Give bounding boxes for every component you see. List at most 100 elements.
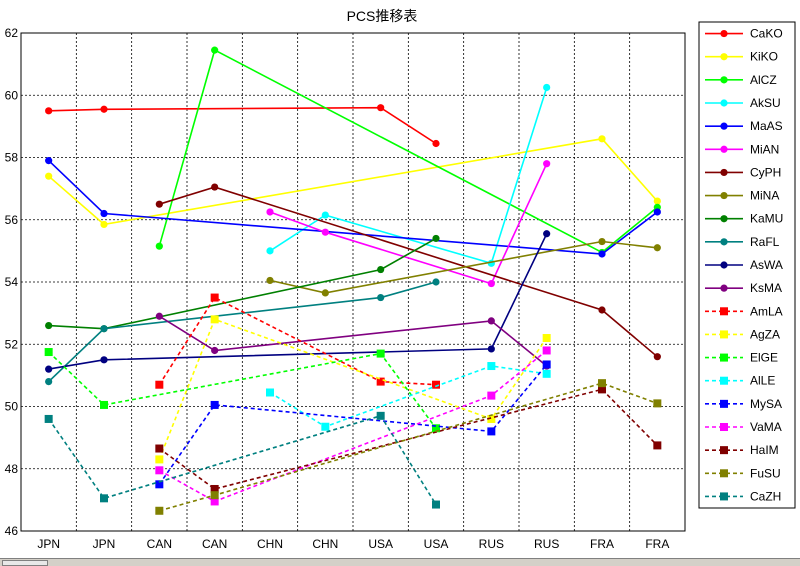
legend-item-RaFL: RaFL <box>705 235 780 249</box>
legend-item-CyPH: CyPH <box>705 165 781 179</box>
data-point <box>432 424 440 433</box>
data-point <box>266 247 274 255</box>
x-tick-label: RUS <box>479 537 504 551</box>
data-point <box>543 83 551 92</box>
legend-marker <box>720 168 728 177</box>
data-point <box>653 441 662 450</box>
data-point <box>155 242 163 250</box>
legend-item-AlCZ: AlCZ <box>705 73 777 87</box>
data-point <box>45 321 53 330</box>
data-point <box>653 208 661 216</box>
legend-marker <box>720 261 728 269</box>
data-point <box>487 427 496 436</box>
legend: CaKO KiKO AlCZ AkSU MaAS MiAN CyPH MiNA KaMU RaFL… <box>705 27 783 503</box>
data-point <box>210 497 219 506</box>
series-CyPH <box>155 183 661 361</box>
data-point <box>487 317 495 325</box>
series-line <box>48 106 437 145</box>
legend-label: AsWA <box>750 258 783 272</box>
data-point <box>155 480 164 489</box>
data-point <box>210 484 219 493</box>
legend-item-AmLA: AmLA <box>705 304 783 318</box>
plot-frame <box>20 32 686 532</box>
data-point <box>598 385 606 394</box>
legend-item-AgZA: AgZA <box>705 327 780 341</box>
data-point <box>487 345 495 353</box>
data-point <box>432 380 440 389</box>
legend-label: CaZH <box>750 489 781 503</box>
x-tick-label: JPN <box>37 537 60 551</box>
data-point <box>155 466 164 475</box>
data-point <box>155 312 163 320</box>
x-tick-label: CHN <box>257 537 283 551</box>
x-tick-label: CAN <box>202 537 227 551</box>
series-line <box>158 296 437 386</box>
data-point <box>487 362 496 371</box>
legend-label: CyPH <box>750 165 781 179</box>
x-tick-label: FRA <box>590 537 614 551</box>
data-point <box>100 105 108 113</box>
legend-marker <box>720 53 728 61</box>
legend-marker <box>720 307 728 316</box>
series-MiAN <box>266 160 551 288</box>
series-AgZA <box>155 315 551 464</box>
legend-marker <box>720 145 728 153</box>
legend-marker <box>720 29 728 38</box>
data-point <box>45 172 53 180</box>
data-point <box>155 455 164 464</box>
data-point <box>487 391 496 400</box>
data-point <box>45 378 53 386</box>
y-tick-label: 62 <box>5 26 19 40</box>
data-point <box>653 197 661 205</box>
x-tick-label: USA <box>424 537 449 551</box>
series-line <box>269 87 548 265</box>
x-tick-label: JPN <box>93 537 116 551</box>
legend-label: MiNA <box>750 189 779 203</box>
legend-label: KiKO <box>750 50 778 64</box>
data-point <box>487 279 495 288</box>
legend-item-KaMU: KaMU <box>705 212 783 226</box>
data-point <box>321 422 330 431</box>
legend-item-VaMA: VaMA <box>705 420 782 434</box>
y-tick-label: 54 <box>5 275 19 289</box>
series-FuSU <box>155 379 662 515</box>
legend-label: KsMA <box>750 281 782 295</box>
data-point <box>598 379 606 388</box>
data-point <box>100 220 108 229</box>
x-axis-ticks: JPN JPN CAN CAN CHN CHN USA USA RUS RUS FRA FRA <box>37 537 669 551</box>
y-tick-label: 48 <box>5 462 19 476</box>
legend-label: AlLE <box>750 374 775 388</box>
series-MySA <box>155 360 551 489</box>
y-tick-label: 46 <box>5 524 19 538</box>
y-tick-label: 50 <box>5 400 19 414</box>
data-point <box>542 334 551 343</box>
legend-label: FuSU <box>750 466 781 480</box>
data-point <box>45 157 53 165</box>
legend-label: AmLA <box>750 304 783 318</box>
series-AsWA <box>45 230 551 373</box>
series-ElGE <box>44 348 440 433</box>
data-point <box>44 414 53 423</box>
data-point <box>598 237 606 246</box>
data-point <box>210 293 219 302</box>
legend-item-KiKO: KiKO <box>705 50 778 64</box>
legend-label: VaMA <box>750 420 782 434</box>
data-point <box>100 400 108 409</box>
data-point <box>321 289 329 297</box>
legend-marker <box>720 492 728 501</box>
data-point <box>210 315 219 324</box>
data-point <box>653 399 662 408</box>
data-point <box>543 160 551 168</box>
legend-marker <box>720 284 728 292</box>
legend-label: ElGE <box>750 351 778 365</box>
legend-item-MiNA: MiNA <box>705 189 779 203</box>
legend-marker <box>720 330 728 339</box>
x-tick-label: RUS <box>534 537 559 551</box>
series-RaFL <box>45 278 440 386</box>
series-line <box>48 237 437 330</box>
data-point <box>100 209 108 218</box>
series-KiKO <box>45 135 661 229</box>
data-point <box>376 411 385 420</box>
legend-marker <box>720 376 728 385</box>
